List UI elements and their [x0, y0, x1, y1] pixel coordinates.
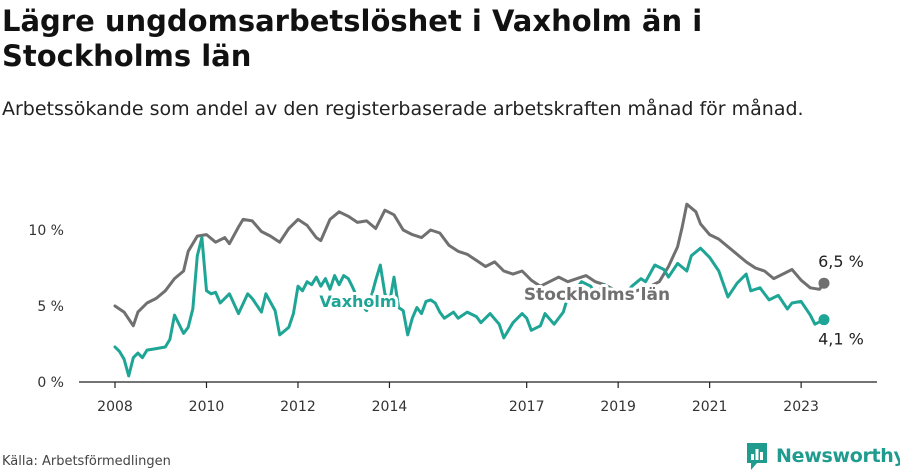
x-tick-label: 2008 — [97, 399, 133, 415]
brand-logo: Newsworthy — [745, 441, 900, 471]
series-line-vaxholm — [113, 236, 826, 378]
series-label-vaxholm: Vaxholm — [319, 292, 396, 311]
series-label-stockholm: Stockholms län — [524, 285, 670, 305]
chart-subtitle: Arbetssökande som andel av den registerb… — [2, 98, 804, 120]
x-tick-label: 2012 — [280, 399, 316, 415]
bar-chart-logo-icon — [747, 443, 767, 470]
end-point-vaxholm — [818, 314, 830, 326]
chart-title: Lägre ungdomsarbetslöshet i Vaxholm än i… — [2, 4, 703, 73]
y-tick-label: 0 % — [37, 375, 64, 391]
y-axis: 0 % 5 % 10 % — [28, 223, 64, 391]
x-tick-label: 2017 — [509, 399, 545, 415]
x-tick-label: 2014 — [372, 399, 408, 415]
x-tick-label: 2010 — [189, 399, 225, 415]
y-tick-label: 5 % — [37, 299, 64, 315]
x-tick-label: 2019 — [600, 399, 636, 415]
y-tick-label: 10 % — [28, 223, 64, 239]
brand-name: Newsworthy — [776, 445, 900, 467]
end-label-stockholm: 6,5 % — [818, 252, 864, 271]
source-note: Källa: Arbetsförmedlingen — [2, 454, 171, 469]
series-labels: Stockholms län Vaxholm 6,5 % 4,1 % — [316, 250, 865, 350]
series-line-stockholm — [113, 202, 826, 328]
end-label-vaxholm: 4,1 % — [818, 330, 864, 349]
x-tick-label: 2023 — [783, 399, 819, 415]
x-axis: 2008 2010 2012 2014 2017 2019 2021 2023 — [79, 381, 877, 415]
series-lines — [113, 202, 830, 378]
x-tick-label: 2021 — [692, 399, 728, 415]
end-point-stockholm — [818, 277, 830, 289]
